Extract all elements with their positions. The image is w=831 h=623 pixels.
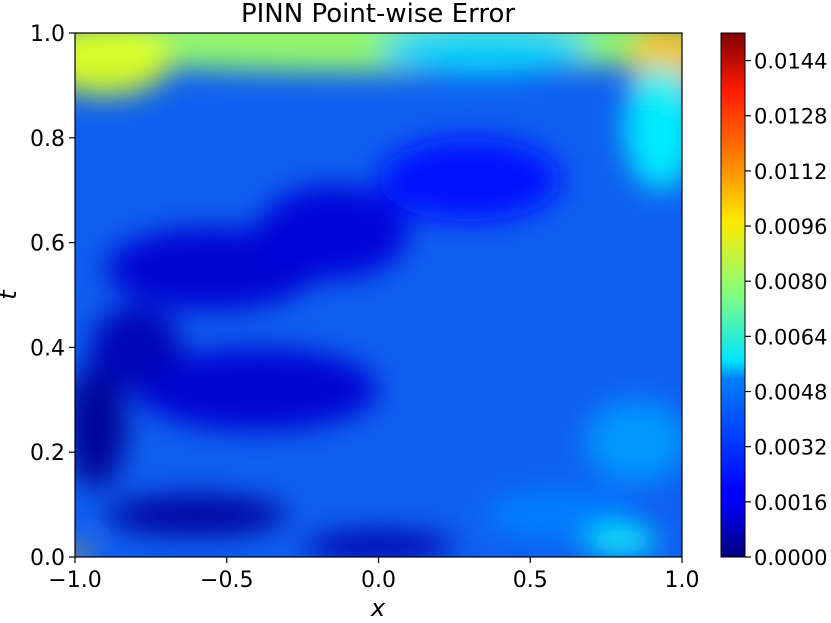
x-tick-label: 0.5 (513, 568, 548, 593)
chart-title: PINN Point-wise Error (241, 0, 515, 29)
y-axis-label: t (0, 289, 22, 300)
colorbar-tick-label: 0.0048 (754, 381, 827, 405)
colorbar-tick-label: 0.0128 (754, 105, 827, 129)
x-axis: −1.0 −0.5 0.0 0.5 1.0 (48, 557, 700, 593)
y-tick-label: 0.6 (30, 232, 65, 257)
y-tick-label: 1.0 (30, 22, 65, 47)
x-tick-label: −1.0 (48, 568, 101, 593)
colorbar-tick-label: 0.0000 (754, 546, 827, 570)
x-tick-label: 0.0 (361, 568, 396, 593)
field-interior-mid (378, 137, 561, 222)
field-bottom-left-corner (75, 546, 88, 557)
field-right-mid (584, 399, 682, 484)
y-axis: 0.0 0.2 0.4 0.6 0.8 1.0 (30, 22, 75, 571)
colorbar-tick-label: 0.0144 (754, 50, 827, 74)
field-right-low (484, 488, 637, 542)
colorbar-tick-label: 0.0064 (754, 325, 827, 349)
colorbar-tick-label: 0.0016 (754, 491, 827, 515)
colorbar-tick-label: 0.0112 (754, 160, 827, 184)
y-tick-label: 0.8 (30, 127, 65, 152)
y-tick-label: 0.0 (30, 546, 65, 571)
colorbar-tick-label: 0.0032 (754, 436, 827, 460)
field-bottom-mid-dark (302, 530, 455, 557)
colorbar-tick-label: 0.0096 (754, 215, 827, 239)
heatmap-field-regions (75, 33, 682, 557)
field-interior-low-2 (257, 184, 409, 280)
y-tick-label: 0.2 (30, 441, 65, 466)
field-lower-left-min (75, 363, 127, 489)
heatmap-plot-area (75, 33, 682, 557)
field-top-mid (378, 33, 591, 75)
x-tick-label: −0.5 (200, 568, 253, 593)
colorbar-ticks: 0.0000 0.0016 0.0032 0.0048 0.0064 0.0080 0.00… (745, 50, 827, 570)
field-right-upper (624, 64, 682, 191)
colorbar (720, 32, 746, 558)
x-axis-label: x (370, 594, 386, 622)
field-left-low (90, 305, 182, 390)
field-bottom-left-dark (105, 494, 288, 537)
colorbar-tick-label: 0.0080 (754, 270, 827, 294)
y-tick-label: 0.4 (30, 336, 65, 361)
field-top-left (75, 33, 173, 96)
field-interior-band (135, 347, 379, 432)
x-tick-label: 1.0 (665, 568, 700, 593)
field-bottom-right-peak (584, 528, 658, 555)
